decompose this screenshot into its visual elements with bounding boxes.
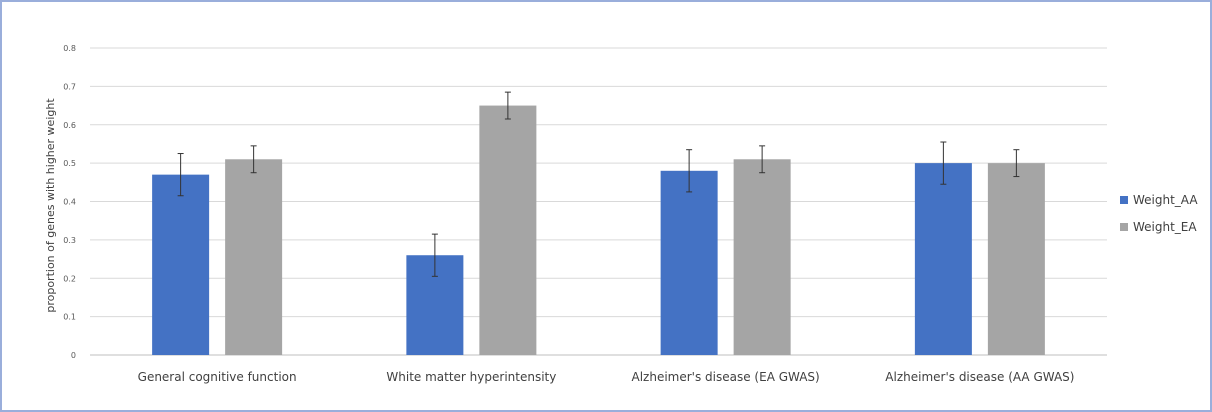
y-axis-label: proportion of genes with higher weight xyxy=(44,98,57,313)
bar-weight-ea xyxy=(987,163,1045,355)
bar-weight-aa xyxy=(660,170,718,355)
bar-weight-aa xyxy=(914,163,972,355)
error-bar xyxy=(1013,149,1020,178)
x-axis-ticks: General cognitive function White matter h… xyxy=(138,370,1075,384)
y-tick-label: 0.4 xyxy=(63,198,76,207)
error-bar xyxy=(250,145,257,174)
y-tick-label: 0.8 xyxy=(63,44,76,53)
bars xyxy=(152,105,1045,355)
bar-weight-ea xyxy=(479,105,537,355)
error-bar xyxy=(686,149,693,193)
y-tick-label: 0.2 xyxy=(63,274,76,283)
error-bars xyxy=(177,91,1020,277)
legend-label: Weight_AA xyxy=(1133,193,1198,207)
x-tick-label: Alzheimer's disease (AA GWAS) xyxy=(885,370,1074,384)
y-tick-label: 0 xyxy=(71,351,76,360)
error-bar xyxy=(759,145,766,174)
legend-item: Weight_AA xyxy=(1120,193,1198,207)
error-bar xyxy=(940,141,947,185)
bar-weight-ea xyxy=(225,159,283,355)
y-tick-label: 0.3 xyxy=(63,236,76,245)
legend-item: Weight_EA xyxy=(1120,220,1197,234)
x-tick-label: White matter hyperintensity xyxy=(386,370,556,384)
error-bar xyxy=(177,153,184,197)
legend-label: Weight_EA xyxy=(1133,220,1197,234)
legend-swatch xyxy=(1120,196,1128,204)
y-tick-label: 0.5 xyxy=(63,159,76,168)
y-axis-ticks: 0 0.1 0.2 0.3 0.4 0.5 0.6 0.7 0.8 xyxy=(63,44,76,360)
y-tick-label: 0.7 xyxy=(63,82,76,91)
bar-weight-ea xyxy=(733,159,791,355)
legend-swatch xyxy=(1120,223,1128,231)
x-tick-label: Alzheimer's disease (EA GWAS) xyxy=(632,370,820,384)
bar-weight-aa xyxy=(152,174,210,355)
y-tick-label: 0.1 xyxy=(63,313,76,322)
x-tick-label: General cognitive function xyxy=(138,370,297,384)
error-bar xyxy=(504,91,511,120)
error-bar xyxy=(431,233,438,277)
y-tick-label: 0.6 xyxy=(63,121,76,130)
legend: Weight_AA Weight_EA xyxy=(1120,193,1198,234)
